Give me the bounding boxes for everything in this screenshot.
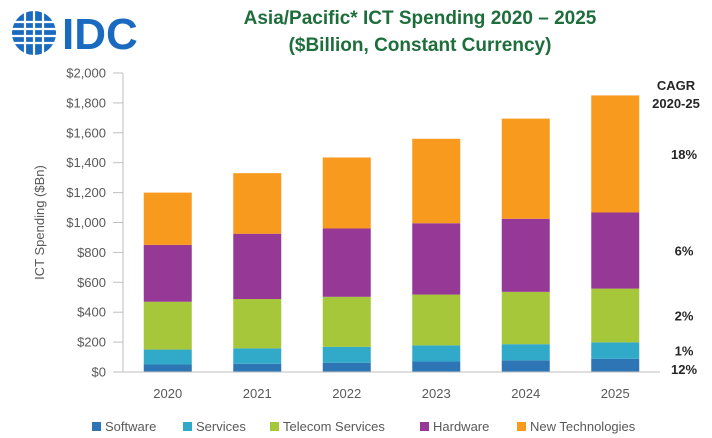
bar-services-2021 xyxy=(233,348,282,364)
y-tick-label: $200 xyxy=(77,335,106,350)
cagr-value-telecom-services: 2% xyxy=(675,308,694,323)
bar-new-technologies-2021 xyxy=(233,173,282,234)
y-tick-label: $1,400 xyxy=(66,155,106,170)
bar-hardware-2020 xyxy=(143,244,192,302)
bar-services-2020 xyxy=(143,349,192,365)
bar-telecom-services-2023 xyxy=(412,294,461,346)
bar-services-2025 xyxy=(591,342,640,359)
cagr-value-services: 1% xyxy=(675,344,694,359)
legend-label: New Technologies xyxy=(530,419,636,434)
bar-software-2023 xyxy=(412,361,461,372)
logo-text: IDC xyxy=(62,10,138,59)
bar-new-technologies-2025 xyxy=(591,95,640,213)
bar-hardware-2021 xyxy=(233,233,282,300)
y-axis: $0 $200 $400 $600 $800 $1,000 $1,200 $1,400 $1,6… xyxy=(32,66,124,380)
y-tick-label: $400 xyxy=(77,305,106,320)
y-tick-label: $1,200 xyxy=(66,185,106,200)
bar-new-technologies-2024 xyxy=(501,118,550,219)
x-tick-label: 2023 xyxy=(422,386,451,401)
bar-hardware-2023 xyxy=(412,223,461,295)
x-tick-label: 2025 xyxy=(601,386,630,401)
cagr-value-hardware: 6% xyxy=(675,244,694,259)
cagr-title: CAGR xyxy=(657,78,696,93)
chart-title: Asia/Pacific* ICT Spending 2020 – 2025 xyxy=(243,8,597,29)
bar-telecom-services-2022 xyxy=(322,296,371,347)
y-tick-label: $1,600 xyxy=(66,125,106,140)
legend-label: Hardware xyxy=(433,419,489,434)
x-tick-label: 2021 xyxy=(243,386,272,401)
bar-software-2021 xyxy=(233,363,282,372)
bar-hardware-2024 xyxy=(501,218,550,292)
cagr-value-software: 12% xyxy=(671,362,697,377)
idc-logo: IDC xyxy=(12,10,138,59)
cagr-column: CAGR 2020-25 12% 1% 2% 6% 18% xyxy=(652,78,700,377)
bar-services-2024 xyxy=(501,344,550,361)
x-tick-label: 2022 xyxy=(332,386,361,401)
bar-telecom-services-2025 xyxy=(591,288,640,343)
cagr-value-new-technologies: 18% xyxy=(671,147,697,162)
cagr-period: 2020-25 xyxy=(652,96,700,111)
legend-swatch xyxy=(92,422,101,431)
bars xyxy=(143,95,640,372)
bar-telecom-services-2024 xyxy=(501,291,550,345)
y-tick-label: $1,800 xyxy=(66,95,106,110)
legend-label: Software xyxy=(105,419,156,434)
legend-label: Telecom Services xyxy=(283,419,385,434)
bar-telecom-services-2021 xyxy=(233,299,282,349)
y-tick-label: $1,000 xyxy=(66,215,106,230)
y-tick-label: $600 xyxy=(77,275,106,290)
y-tick-label: $2,000 xyxy=(66,66,106,81)
legend-swatch xyxy=(270,422,279,431)
bar-new-technologies-2022 xyxy=(322,157,371,229)
bar-services-2023 xyxy=(412,345,461,362)
legend-swatch xyxy=(183,422,192,431)
x-axis: 2020 2021 2022 2023 2024 2025 xyxy=(123,371,660,401)
bar-hardware-2022 xyxy=(322,228,371,297)
legend-swatch xyxy=(420,422,429,431)
bar-software-2020 xyxy=(143,364,192,372)
y-tick-label: $0 xyxy=(92,365,106,380)
chart-subtitle: ($Billion, Constant Currency) xyxy=(288,35,552,56)
globe-icon xyxy=(12,11,56,55)
bar-telecom-services-2020 xyxy=(143,301,192,350)
legend-swatch xyxy=(517,422,526,431)
legend: Software Services Telecom Services Hardware… xyxy=(92,419,636,434)
x-tick-label: 2020 xyxy=(153,386,182,401)
bar-new-technologies-2023 xyxy=(412,138,461,224)
x-tick-label: 2024 xyxy=(511,386,540,401)
bar-software-2024 xyxy=(501,360,550,372)
bar-hardware-2025 xyxy=(591,212,640,289)
y-axis-label: ICT Spending ($Bn) xyxy=(32,165,47,280)
bar-software-2025 xyxy=(591,358,640,372)
bar-new-technologies-2020 xyxy=(143,192,192,245)
y-tick-label: $800 xyxy=(77,245,106,260)
legend-label: Services xyxy=(196,419,246,434)
bar-software-2022 xyxy=(322,362,371,372)
bar-services-2022 xyxy=(322,346,371,363)
